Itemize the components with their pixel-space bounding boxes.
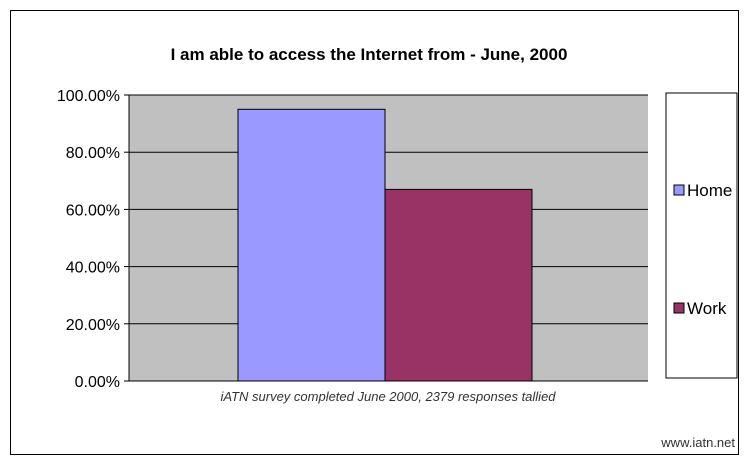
legend-swatch-home: [673, 184, 685, 196]
bar-home: [237, 108, 386, 382]
y-axis-ticks: 0.00% 20.00% 40.00% 60.00% 80.00% 100.00%: [57, 88, 129, 391]
survey-note: iATN survey completed June 2000, 2379 re…: [220, 389, 556, 404]
bars: [237, 108, 533, 382]
y-tick-label: 40.00%: [66, 260, 120, 277]
chart-title: I am able to access the Internet from - …: [171, 45, 568, 64]
chart-canvas: I am able to access the Internet from - …: [57, 45, 738, 450]
legend-box: [665, 92, 738, 379]
y-tick-label: 80.00%: [66, 145, 120, 162]
legend-label-work: Work: [687, 299, 727, 318]
y-tick-label: 0.00%: [75, 374, 120, 391]
y-tick-label: 100.00%: [57, 88, 120, 105]
legend: Home Work: [665, 92, 738, 379]
y-tick-label: 20.00%: [66, 317, 120, 334]
legend-label-home: Home: [687, 181, 732, 200]
chart-frame: I am able to access the Internet from - …: [10, 10, 739, 455]
y-tick-label: 60.00%: [66, 202, 120, 219]
legend-swatch-work: [673, 302, 685, 314]
bar-work: [384, 188, 533, 382]
footer-source: www.iatn.net: [660, 435, 735, 450]
